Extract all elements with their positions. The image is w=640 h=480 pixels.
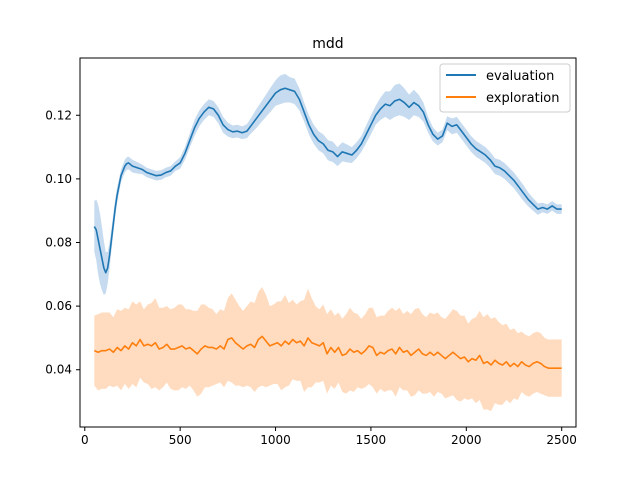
y-tick-label: 0.12 bbox=[45, 108, 72, 122]
series-line-evaluation bbox=[93, 87, 562, 274]
legend-label-evaluation: evaluation bbox=[486, 69, 554, 84]
x-tick-label: 500 bbox=[169, 433, 192, 447]
x-tick-label: 1000 bbox=[260, 433, 291, 447]
y-tick-label: 0.10 bbox=[45, 172, 72, 186]
band-exploration bbox=[94, 287, 562, 412]
y-axis: 0.04 0.06 0.08 0.10 0.12 bbox=[45, 108, 80, 377]
y-tick-label: 0.08 bbox=[45, 236, 72, 250]
legend-label-exploration: exploration bbox=[486, 91, 560, 106]
series-lines bbox=[93, 87, 562, 369]
chart-title: mdd bbox=[312, 36, 343, 52]
y-tick-label: 0.04 bbox=[45, 363, 72, 377]
x-axis: 0 500 1000 1500 2000 2500 bbox=[81, 427, 577, 447]
y-tick-label: 0.06 bbox=[45, 299, 72, 313]
series-line-exploration bbox=[94, 335, 562, 369]
x-tick-label: 2000 bbox=[451, 433, 482, 447]
plot-frame bbox=[79, 57, 577, 428]
x-tick-label: 1500 bbox=[356, 433, 387, 447]
x-tick-label: 0 bbox=[81, 433, 89, 447]
x-tick-label: 2500 bbox=[546, 433, 577, 447]
legend: evaluation exploration bbox=[439, 63, 571, 113]
